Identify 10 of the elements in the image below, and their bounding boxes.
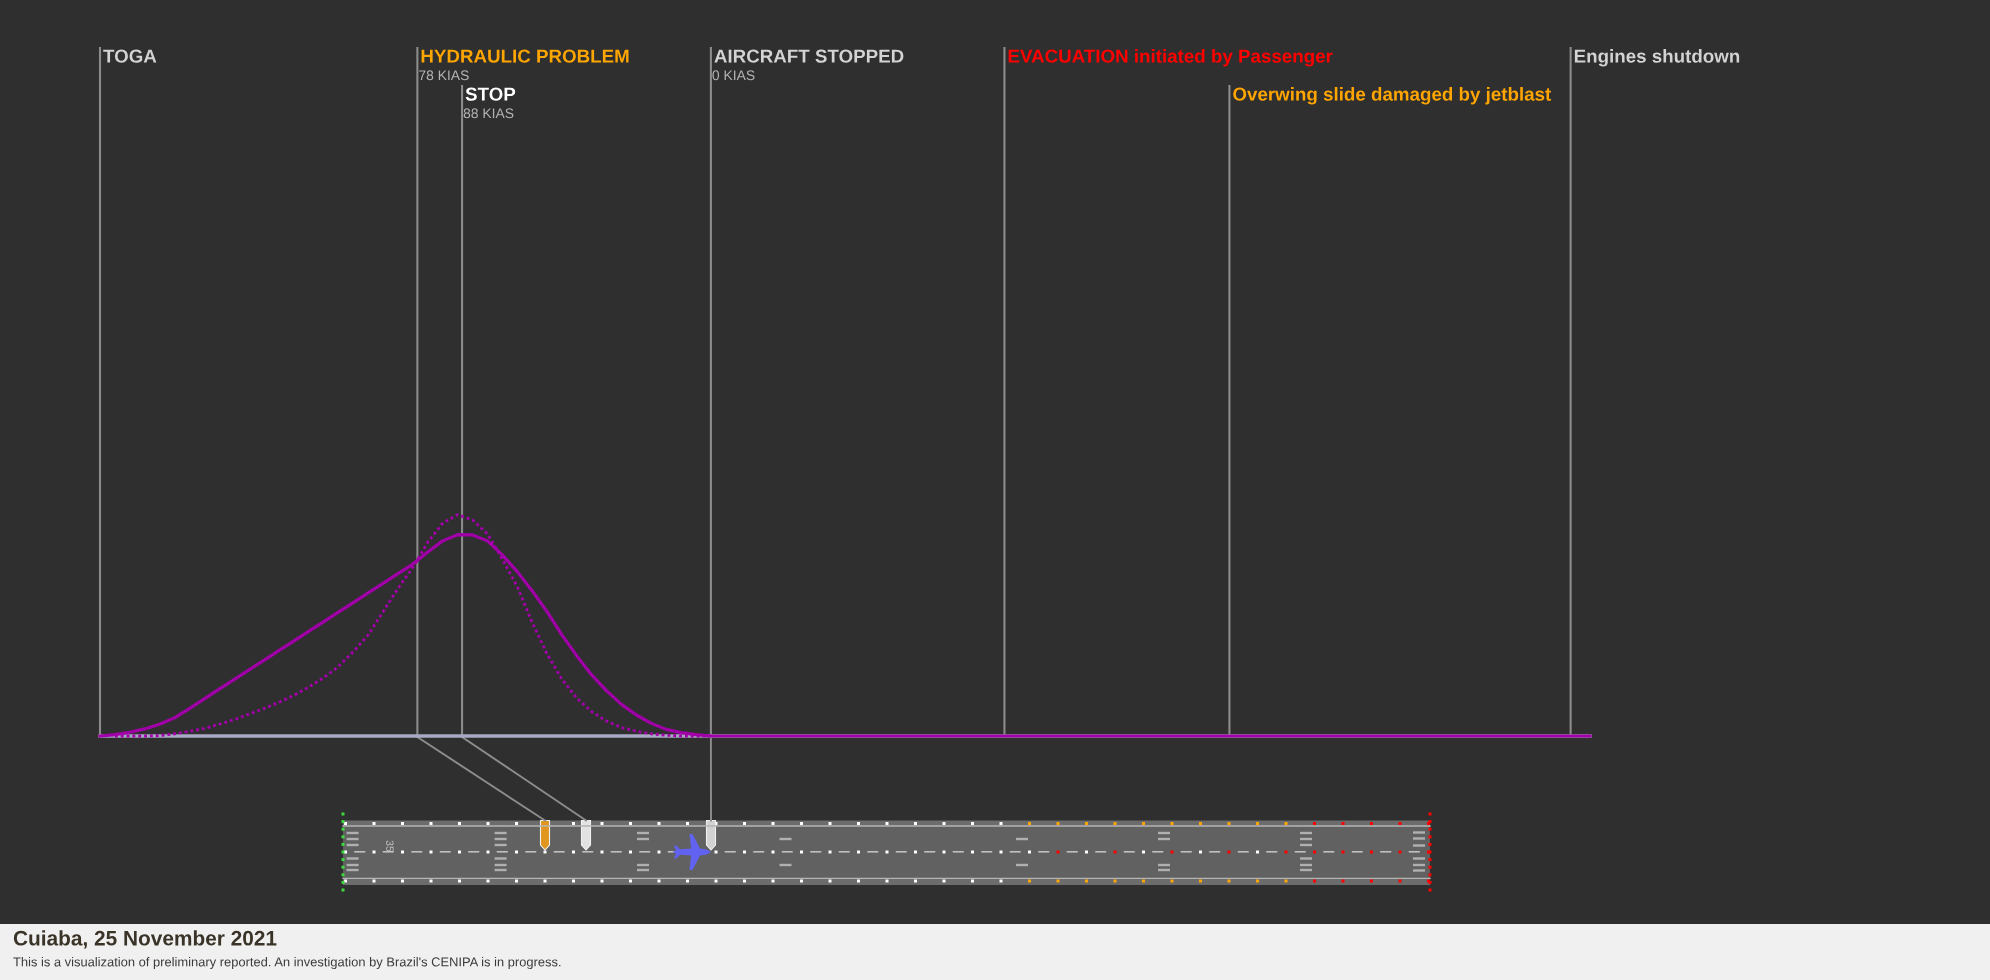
text: Cuiaba, 25 November 2021 <box>13 930 277 949</box>
text: TOGA <box>103 49 157 63</box>
text: This is a visualization of preliminary reported. An investigation by Brazil's CENIPA is in progress. <box>13 956 561 970</box>
text: Engines shutdown <box>1574 49 1740 67</box>
text: 35 <box>386 840 394 852</box>
text: STOP 88 KIAS <box>463 87 516 119</box>
text: Overwing slide damaged by jetblast <box>1233 87 1552 105</box>
text: EVACUATION initiated by Passenger <box>1008 49 1333 67</box>
text: HYDRAULIC PROBLEM 78 KIAS <box>419 49 629 81</box>
text: AIRCRAFT STOPPED 0 KIAS <box>712 49 904 81</box>
